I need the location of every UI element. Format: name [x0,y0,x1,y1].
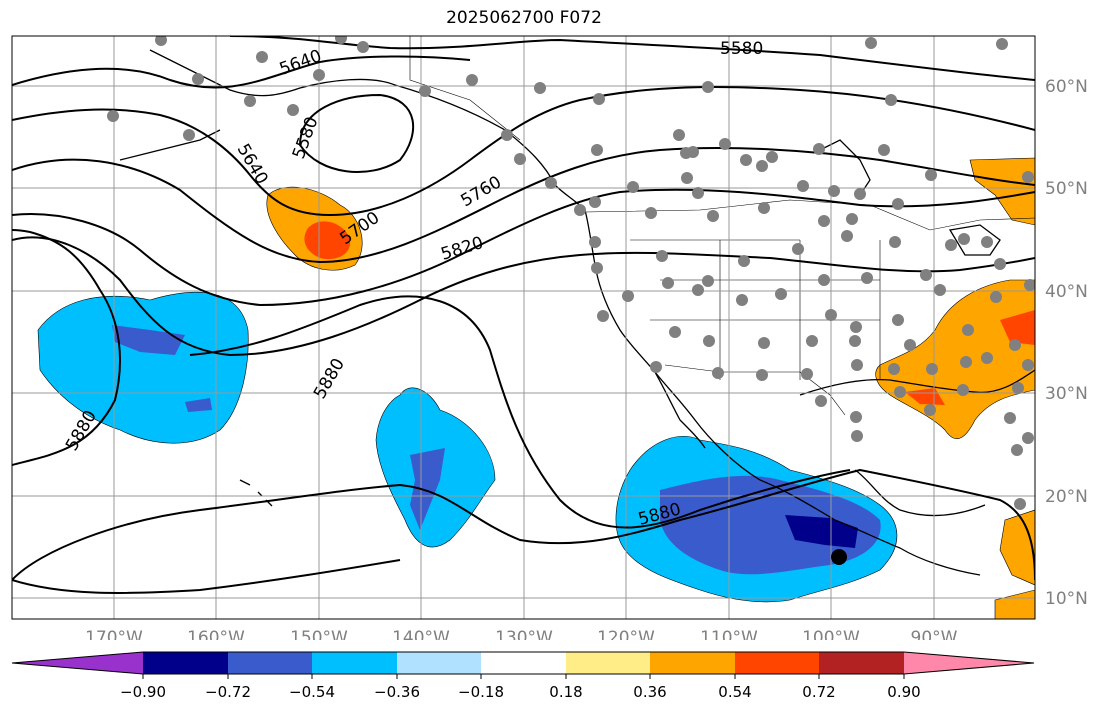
state-lines [630,239,881,380]
west-coast [584,209,981,576]
colorbar-tick-label: −0.90 [120,683,166,701]
positive-anomaly-core [905,388,945,405]
negative-anomaly-core [410,448,445,530]
storm-center-marker [831,549,847,565]
colorbar-cell [566,652,650,674]
colorbar-cell [819,652,904,674]
contour-5880-loop [12,559,401,594]
colorbar-tick-label: 0.36 [633,683,666,701]
lon-label: 170°W [85,628,143,640]
colorbar-cell [650,652,735,674]
contour-label: 5580 [720,39,763,59]
chart-title: 2025062700 F072 [446,8,602,28]
colorbar-cell [735,652,819,674]
anomaly-shading [37,157,1035,619]
colorbar-cell [12,652,143,674]
colorbar-tick-label: 0.18 [549,683,582,701]
gulf-coast [799,369,1035,396]
lat-axis-labels: 60°N 50°N 40°N 30°N 20°N 10°N [1045,77,1088,609]
negative-anomaly-core [660,475,881,575]
colorbar-tick-label: −0.18 [458,683,504,701]
negative-anomaly-core [185,398,212,412]
lon-label: 160°W [187,628,245,640]
lon-label: 110°W [700,628,758,640]
colorbar-cell [228,652,312,674]
height-contours [12,36,1035,594]
colorbar-tick-label: 0.90 [887,683,920,701]
lat-label: 10°N [1045,589,1088,609]
contour-5880-mid [189,295,851,529]
colorbar-cell [143,652,228,674]
lat-label: 30°N [1045,384,1088,404]
lon-axis-labels: 170°W 160°W 150°W 140°W 130°W 120°W 110°… [85,628,958,648]
lon-label: 120°W [597,628,655,640]
contour-5640-low [12,86,1035,217]
colorbar: −0.90 −0.72 −0.54 −0.36 −0.18 0.18 0.36 … [0,640,1105,716]
yucatan-coast [854,469,986,517]
map-frame [11,35,1036,620]
contour-5820 [12,236,1035,357]
colorbar-cell [312,652,397,674]
colorbar-tick-label: −0.72 [205,683,251,701]
colorbar-tick-label: 0.54 [718,683,751,701]
lon-label: 100°W [802,628,860,640]
contour-5760 [12,188,1035,307]
positive-anomaly-blob [969,157,1035,226]
lon-label: 150°W [290,628,348,640]
colorbar-tick-label: 0.72 [802,683,835,701]
contour-5880-south [12,468,1035,581]
colorbar-cell [481,652,566,674]
positive-anomaly-blob [994,589,1035,619]
lon-label: 90°W [911,628,958,640]
colorbar-svg: −0.90 −0.72 −0.54 −0.36 −0.18 0.18 0.36 … [11,651,1035,701]
station-dots [107,36,1035,510]
lon-label: 140°W [392,628,450,640]
colorbar-tick-label: −0.54 [289,683,335,701]
positive-anomaly-core [304,221,351,260]
colorbar-cell [397,652,481,674]
hudson-bay-coast [819,139,871,196]
colorbar-tick-label: −0.36 [374,683,420,701]
negative-anomaly-core [785,515,858,548]
colorbar-ticks: −0.90 −0.72 −0.54 −0.36 −0.18 0.18 0.36 … [120,683,921,701]
lon-label: 130°W [495,628,553,640]
great-lakes [948,224,1001,256]
positive-anomaly-core [1000,310,1035,345]
lat-label: 40°N [1045,282,1088,302]
colorbar-cell [904,652,1034,674]
colorbar-cells [11,651,1035,679]
contour-5640-north [12,55,471,89]
map-svg: 5580 5640 5580 5640 5700 5760 5820 5880 … [11,35,1088,648]
alaska-canada-border [409,36,521,141]
lat-label: 50°N [1045,179,1088,199]
baja-peninsula [654,371,706,449]
contour-5880-west [12,229,121,466]
lat-label: 60°N [1045,77,1088,97]
contour-5700 [12,147,1035,264]
aleutian-islands [119,129,221,161]
contour-5580-low [298,93,414,173]
map-panel: 5580 5640 5580 5640 5700 5760 5820 5880 … [11,35,1088,648]
lat-label: 20°N [1045,487,1088,507]
